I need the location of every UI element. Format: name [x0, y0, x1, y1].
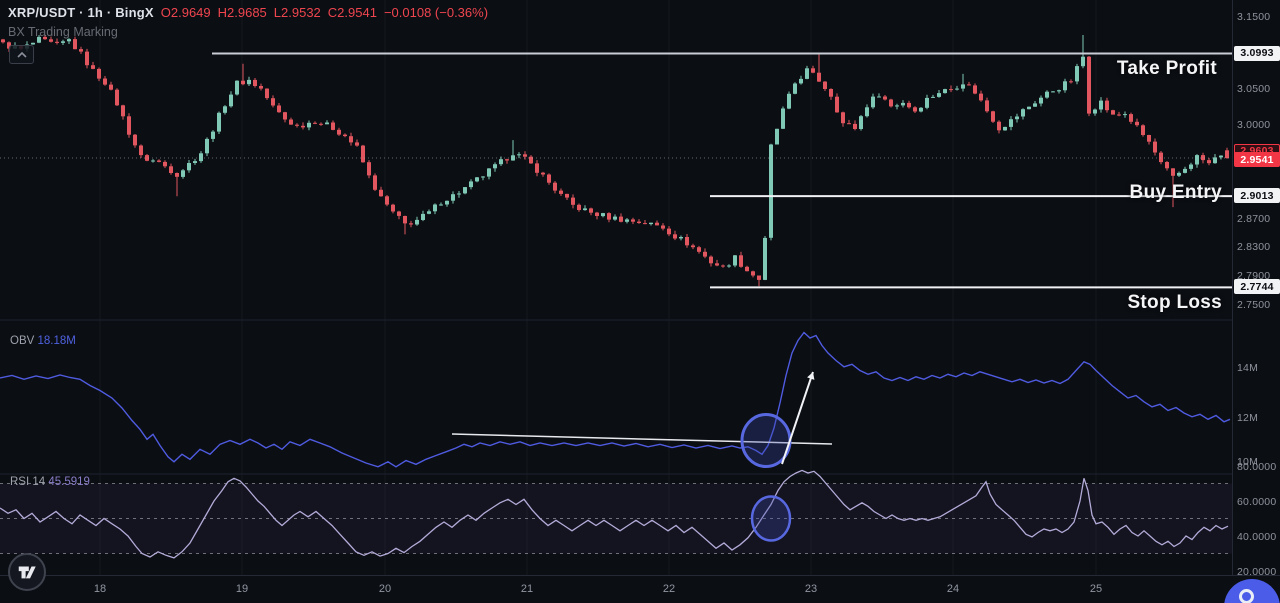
buy-entry-label[interactable]: Buy Entry [1129, 182, 1222, 203]
price-tick: 2.8700 [1237, 212, 1271, 225]
time-axis[interactable]: 18 19 20 21 22 23 24 25 [0, 575, 1280, 603]
rsi-name: RSI 14 [10, 476, 46, 488]
symbol-header: XRP/USDT · 1h · BingX O2.9649 H2.9685 L2… [8, 5, 488, 20]
stop-loss-label[interactable]: Stop Loss [1127, 292, 1222, 313]
price-tick: 2.7500 [1237, 299, 1271, 311]
obv-name: OBV [10, 335, 35, 347]
ohlc-change: −0.0108 (−0.36%) [383, 5, 489, 20]
obv-line [0, 331, 1231, 468]
tradingview-logo[interactable] [8, 553, 46, 591]
rsi-indicator-label[interactable]: RSI 14 45.5919 [10, 476, 90, 488]
price-tick: 2.8300 [1237, 241, 1271, 254]
rsi-tick: 80.0000 [1237, 461, 1277, 473]
price-level-label: 2.7744 [1234, 279, 1280, 295]
chevron-up-icon [16, 51, 27, 58]
time-tick: 22 [662, 583, 676, 595]
time-tick: 18 [93, 583, 107, 595]
time-tick: 21 [520, 583, 534, 595]
collapse-pane-button[interactable] [9, 45, 34, 64]
price-tick: 3.0000 [1237, 119, 1271, 131]
time-tick: 24 [946, 583, 960, 595]
ohlc-open: O2.9649 [160, 5, 211, 20]
time-tick: 25 [1089, 583, 1103, 595]
obv-indicator-label[interactable]: OBV 18.18M [10, 335, 76, 347]
time-tick: 19 [235, 583, 249, 595]
rsi-tick: 40.0000 [1237, 531, 1277, 543]
tv-glyph-icon [18, 566, 36, 579]
rsi-tick: 60.0000 [1237, 496, 1277, 508]
rsi-tick: 20.0000 [1237, 566, 1277, 578]
price-tick: 2.7900 [1237, 270, 1271, 283]
ohlc-high: H2.9685 [217, 5, 267, 20]
price-level-label: 2.9541 [1234, 152, 1280, 168]
rsi-value: 45.5919 [48, 476, 90, 488]
watermark: BX Trading Marking [8, 25, 118, 39]
ohlc-close: C2.9541 [327, 5, 377, 20]
chart-canvas[interactable] [0, 0, 1232, 575]
breakout-arrow-head [807, 372, 815, 380]
breakout-arrow [781, 371, 814, 465]
price-tick: 3.1500 [1237, 11, 1271, 23]
time-tick: 23 [804, 583, 818, 595]
ohlc-low: L2.9532 [273, 5, 321, 20]
obv-value: 18.18M [37, 335, 76, 347]
obv-tick: 12M [1237, 412, 1259, 424]
obv-tick: 10M [1237, 456, 1259, 468]
price-level-label: 3.0993 [1234, 45, 1280, 61]
obv-trendline [451, 433, 833, 445]
chat-icon [1239, 589, 1254, 603]
price-level-label: 2.9013 [1234, 188, 1280, 204]
rsi-highlight-circle [750, 495, 792, 542]
price-axis[interactable]: 3.1500 3.0500 3.0000 2.8700 2.8300 2.7900 2.75… [1232, 0, 1280, 578]
take-profit-label[interactable]: Take Profit [1116, 58, 1217, 79]
symbol-title[interactable]: XRP/USDT · 1h · BingX [8, 5, 154, 20]
candles-layer [1, 35, 1229, 287]
price-tick: 3.0500 [1237, 83, 1271, 95]
obv-tick: 14M [1237, 362, 1259, 374]
time-tick: 20 [378, 583, 392, 595]
rsi-line [0, 469, 1229, 559]
